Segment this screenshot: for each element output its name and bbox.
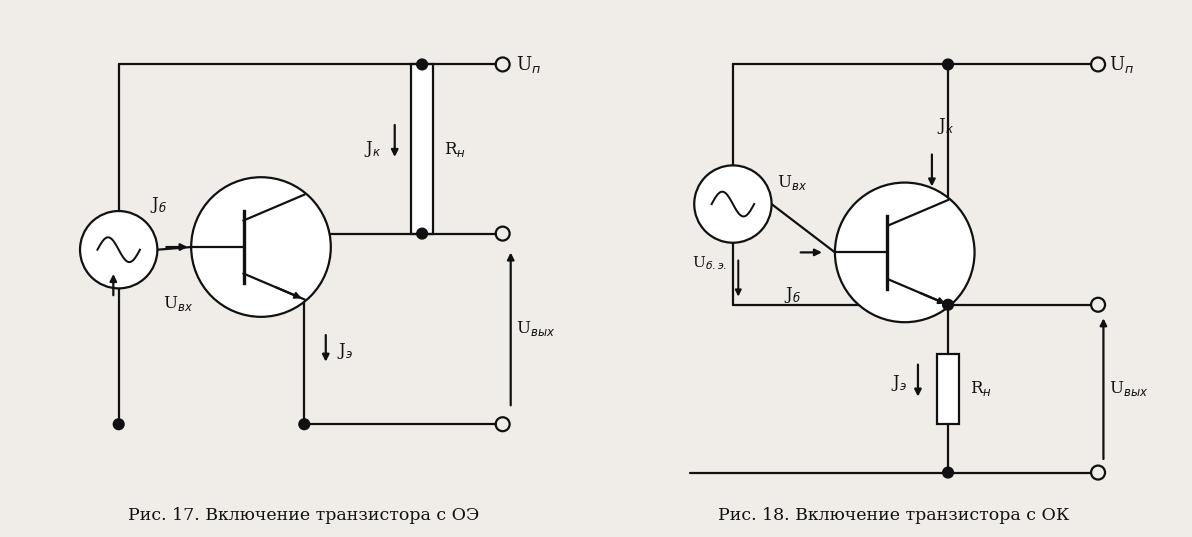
Circle shape — [80, 211, 157, 288]
Circle shape — [943, 59, 954, 70]
Circle shape — [943, 300, 954, 310]
Circle shape — [113, 419, 124, 430]
Text: U$_{б.э.}$: U$_{б.э.}$ — [693, 254, 727, 272]
FancyBboxPatch shape — [937, 354, 960, 424]
FancyBboxPatch shape — [411, 64, 434, 234]
Text: U$_{вых}$: U$_{вых}$ — [1109, 379, 1148, 398]
Circle shape — [299, 419, 310, 430]
Text: J$_б$: J$_б$ — [150, 195, 167, 215]
Text: R$_н$: R$_н$ — [970, 379, 992, 398]
Text: U$_{вх}$: U$_{вх}$ — [163, 294, 193, 313]
Circle shape — [191, 177, 331, 317]
Text: J$_э$: J$_э$ — [336, 341, 353, 361]
Text: Рис. 17. Включение транзистора с ОЭ: Рис. 17. Включение транзистора с ОЭ — [129, 507, 479, 524]
Circle shape — [417, 228, 428, 239]
Circle shape — [417, 59, 428, 70]
Text: J$_к$: J$_к$ — [937, 115, 955, 135]
Text: J$_б$: J$_б$ — [784, 285, 801, 304]
Text: J$_э$: J$_э$ — [892, 373, 907, 393]
Text: U$_{вх}$: U$_{вх}$ — [777, 173, 807, 192]
Text: U$_п$: U$_п$ — [1109, 54, 1134, 75]
Text: J$_к$: J$_к$ — [364, 139, 381, 159]
Text: Рис. 18. Включение транзистора с ОК: Рис. 18. Включение транзистора с ОК — [719, 507, 1069, 524]
Circle shape — [834, 183, 975, 322]
Circle shape — [943, 467, 954, 478]
Text: U$_п$: U$_п$ — [516, 54, 541, 75]
Text: R$_н$: R$_н$ — [445, 140, 466, 158]
Text: U$_{вых}$: U$_{вых}$ — [516, 320, 555, 338]
Circle shape — [694, 165, 771, 243]
